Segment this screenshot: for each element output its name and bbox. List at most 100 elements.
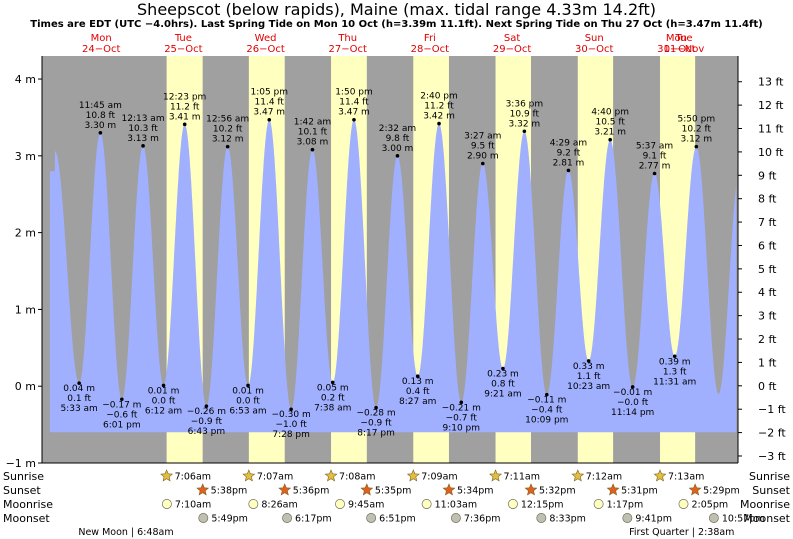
y-tick-label-m: 1 m (15, 303, 36, 316)
day-label-date: 01−Nov (664, 44, 705, 55)
moonrise-icon (335, 499, 345, 509)
chart-subtitle: Times are EDT (UTC −4.0hrs). Last Spring… (30, 19, 763, 30)
y-tick-label-ft: 3 ft (758, 310, 777, 323)
high-tide-label: 1:42 am (294, 118, 331, 128)
y-tick-label-ft: 13 ft (758, 76, 784, 89)
high-tide-label: 3.08 m (297, 138, 329, 148)
low-tide-point (246, 383, 250, 388)
sunset-time: 5:34pm (457, 486, 494, 497)
high-tide-label: 3.41 m (169, 112, 201, 122)
sunset-time: 5:32pm (539, 486, 576, 497)
moonset-time: 5:49pm (211, 514, 248, 525)
sunset-icon (524, 483, 538, 496)
high-tide-point (522, 129, 527, 134)
low-tide-label: 1.1 ft (577, 372, 601, 382)
low-tide-point (289, 407, 293, 412)
high-tide-point (395, 154, 400, 158)
sunrise-icon (242, 469, 256, 482)
high-tide-point (694, 144, 699, 149)
moonrise-time: 12:15pm (521, 500, 564, 511)
moonrise-time: 2:05pm (691, 500, 728, 511)
sunset-time: 5:38pm (211, 486, 248, 497)
low-tide-label: −0.01 m (613, 388, 652, 398)
day-label-dow: Thu (337, 33, 357, 44)
y-tick-label-ft: 7 ft (758, 216, 777, 229)
sun-moon-events-layer: Sunrise Sunrise 7:06am 7:07am 7:08am 7:09am 7:… (3, 469, 791, 538)
y-tick-label-m: 2 m (15, 227, 36, 240)
moonset-time: 6:17pm (295, 514, 332, 525)
moonset-icon (622, 513, 633, 523)
sunset-row-label: Sunset (3, 484, 41, 497)
high-tide-label: 3.12 m (212, 135, 244, 145)
low-tide-label: −0.7 ft (446, 413, 478, 423)
high-tide-label: 5:37 am (636, 141, 673, 151)
high-tide-point (566, 168, 571, 173)
sunrise-icon (160, 469, 174, 482)
low-tide-point (415, 374, 420, 379)
moonset-icon (450, 513, 461, 523)
high-tide-label: 4:29 am (550, 138, 587, 148)
high-tide-label: 3.47 m (338, 108, 370, 118)
high-tide-label: 4:40 pm (591, 108, 629, 118)
sunrise-icon (489, 469, 503, 482)
axes-layer: 4 m 3 m 2 m 1 m 0 m −1 m 13 ft 12 ft 11 ft 10 ft 9… (6, 56, 786, 470)
moonrise-row-label-right: Moonrise (740, 498, 790, 511)
high-tide-point (141, 144, 145, 148)
day-label-date: 26−Oct (246, 44, 284, 55)
moonset-time: 8:33pm (549, 514, 586, 525)
low-tide-label: 0.4 ft (406, 387, 430, 397)
low-tide-label: 6:43 pm (188, 427, 226, 437)
high-tide-label: 3.47 m (253, 108, 285, 118)
sunset-row-label-right: Sunset (752, 484, 790, 497)
high-tide-label: 3.13 m (127, 134, 159, 144)
sunrise-icon (406, 469, 420, 482)
day-label-dow: Fri (424, 33, 436, 44)
high-tide-label: 12:56 am (206, 115, 249, 125)
y-tick-label-m: −1 m (6, 457, 36, 470)
high-tide-label: 1:50 pm (335, 88, 373, 98)
high-tide-label: 10.8 ft (86, 111, 116, 121)
y-tick-label-ft: −3 ft (758, 450, 786, 463)
high-tide-label: 10.2 ft (213, 125, 243, 135)
day-label-date: 31−Oct (657, 44, 695, 55)
high-tide-label: 3.21 m (594, 128, 626, 138)
moonrise-icon (248, 499, 259, 509)
high-tide-point (310, 147, 315, 152)
sunset-icon (360, 483, 374, 496)
sunrise-icon (653, 469, 667, 482)
sunrise-icon (571, 469, 585, 482)
low-tide-point (120, 397, 124, 402)
high-tide-label: 3.00 m (382, 144, 414, 154)
y-tick-label-ft: 0 ft (758, 380, 777, 393)
low-tide-label: 0.1 ft (67, 394, 91, 404)
high-tide-point (225, 144, 230, 149)
moonrise-icon (421, 499, 432, 509)
low-tide-point (374, 405, 378, 410)
moon-phase-label: First Quarter | 2:38am (629, 527, 734, 538)
moonset-icon (366, 513, 377, 523)
low-tide-label: 6:53 am (229, 406, 266, 416)
low-tide-label: 0.05 m (317, 383, 349, 393)
moonrise-time: 9:45am (348, 500, 384, 511)
moonset-icon (282, 513, 293, 523)
low-tide-label: 0.0 ft (152, 396, 176, 406)
high-tide-label: 11.4 ft (255, 98, 285, 108)
tide-level-area (49, 119, 737, 433)
y-tick-label-m: 4 m (15, 73, 36, 86)
moon-phase-label: New Moon | 6:48am (78, 527, 173, 538)
sunset-time: 5:31pm (621, 486, 658, 497)
high-tide-label: 9.5 ft (471, 142, 495, 152)
y-tick-label-ft: 2 ft (758, 333, 777, 346)
high-tide-point (480, 161, 485, 166)
low-tide-label: 6:12 am (145, 406, 182, 416)
high-tide-label: 10.9 ft (510, 109, 540, 119)
y-tick-label-ft: 6 ft (758, 239, 777, 252)
low-tide-point (204, 404, 209, 408)
low-tide-label: 0.2 ft (321, 393, 345, 403)
low-tide-label: 5:33 am (60, 404, 97, 414)
moonrise-icon (593, 499, 604, 509)
low-tide-label: 11:14 pm (611, 408, 654, 418)
low-tide-label: 0.04 m (63, 384, 95, 394)
low-tide-label: 9:21 am (484, 390, 521, 400)
moonrise-time: 7:10am (175, 500, 211, 511)
